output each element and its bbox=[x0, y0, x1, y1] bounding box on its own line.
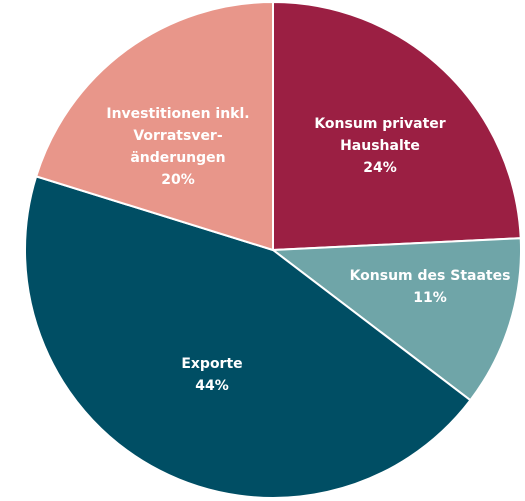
slice-label: Konsum privater Haushalte bbox=[314, 116, 445, 154]
slice-label: Exporte bbox=[181, 356, 242, 372]
slice-value-label: 11% bbox=[413, 290, 447, 306]
slice-value-label: 20% bbox=[161, 172, 195, 188]
pie-slice bbox=[272, 0, 522, 252]
pie-slice bbox=[270, 237, 522, 402]
slice-label: Investitionen inkl. Vorratsver-änderungen bbox=[106, 106, 249, 166]
pie-slice bbox=[24, 175, 472, 499]
slice-value-label: 24% bbox=[363, 160, 397, 176]
pie-slice bbox=[34, 0, 274, 252]
slice-value-label: 44% bbox=[195, 378, 229, 394]
slice-label: Konsum des Staates bbox=[350, 268, 511, 284]
